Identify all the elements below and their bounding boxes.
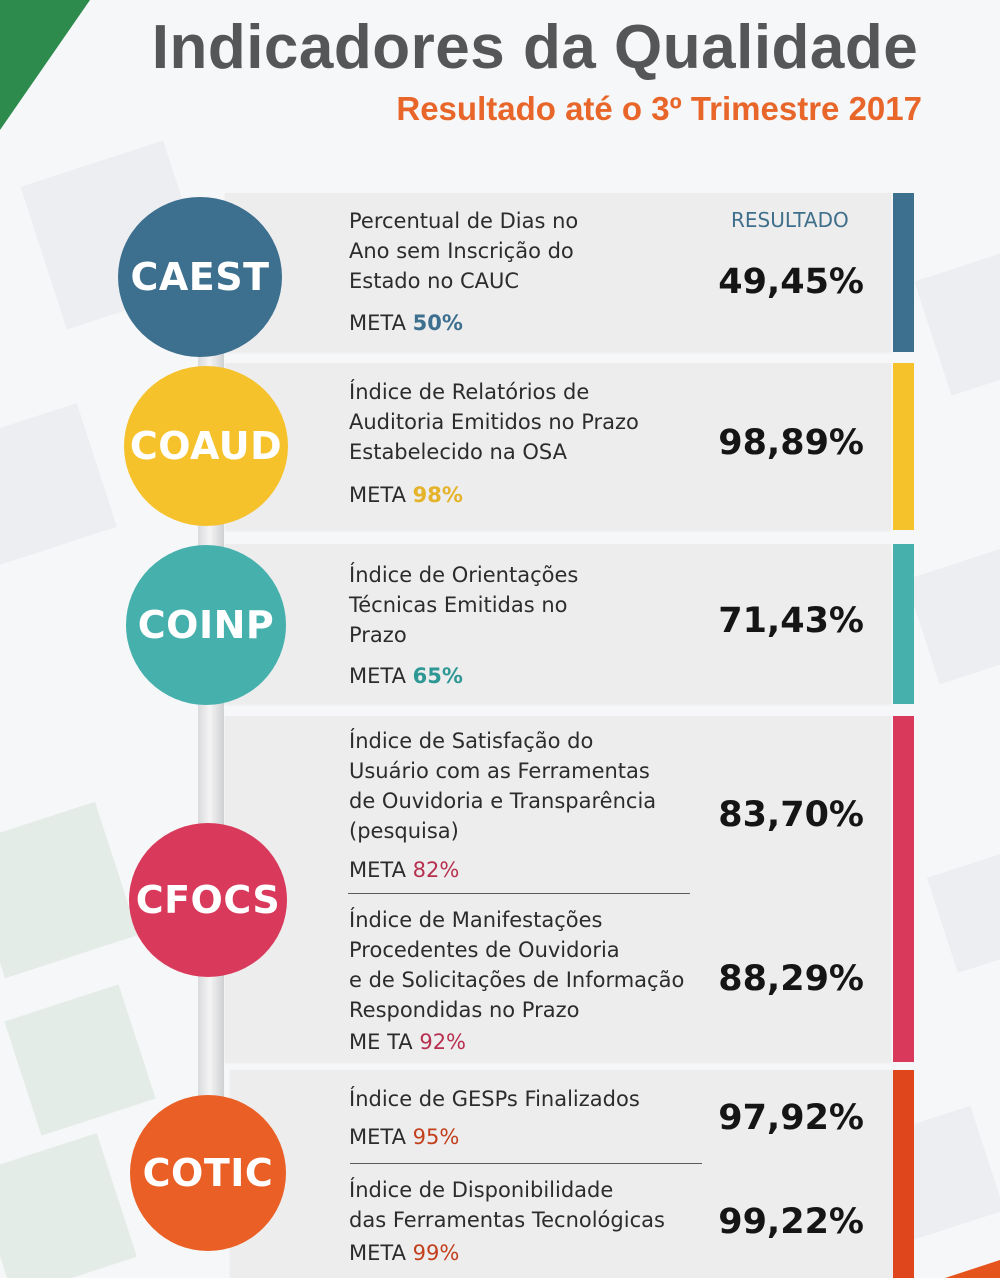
meta-value: 92% [419,1030,467,1054]
indicator-result: 98,89% [718,423,864,463]
indicator-meta: META 82% [349,858,459,882]
color-bar-caest [893,193,914,352]
color-bar-coinp [893,544,914,704]
indicator-divider [348,893,690,894]
indicator-name: Índice de Relatórios de Auditoria Emitid… [349,380,639,464]
indicator-meta: META 50% [349,311,463,335]
result-header: RESULTADO [731,208,849,232]
indicator-result: 71,43% [718,601,864,641]
unit-badge-cfocs: CFOCS [129,823,287,977]
meta-value: 95% [412,1125,460,1149]
bg-tile [0,1133,137,1278]
bg-tile [0,801,139,979]
bg-tile [0,403,117,567]
meta-label: META [349,858,406,882]
indicator-name: Índice de Orientações Técnicas Emitidas … [349,563,579,647]
card-cotic [230,1070,896,1278]
unit-badge-cotic: COTIC [130,1095,286,1251]
meta-label: META [349,664,406,688]
indicator-meta: META 95% [349,1125,459,1149]
page-title: Indicadores da Qualidade [151,13,919,82]
indicator-name: Índice de Disponibilidade das Ferramenta… [349,1178,665,1232]
meta-value: 50% [412,311,463,335]
indicator-meta: META 98% [349,483,463,507]
card-coaud [225,363,891,530]
indicator-result: 88,29% [718,959,864,999]
meta-label: META [349,1241,406,1265]
indicator-name: Índice de Satisfação do Usuário com as F… [349,729,657,843]
bg-tile [905,545,1000,685]
corner-accent [0,0,90,130]
bg-tile [926,846,1000,974]
meta-value: 65% [412,664,463,688]
meta-label: META [349,1125,406,1149]
indicator-meta: ME TA 92% [349,1030,466,1054]
indicator-result: 99,22% [718,1202,864,1242]
color-bar-cfocs [893,716,914,1062]
indicator-result: 49,45% [718,262,864,302]
meta-label: META [349,311,406,335]
meta-label: META [349,483,406,507]
corner-accent [945,1260,1000,1278]
indicator-result: 83,70% [718,795,864,835]
unit-badge-caest: CAEST [118,197,282,357]
unit-badge-coaud: COAUD [124,366,288,526]
indicator-divider [350,1163,702,1164]
unit-badge-coinp: COINP [126,545,286,705]
indicator-name: Percentual de Dias no Ano sem Inscrição … [349,209,579,293]
indicator-result: 97,92% [718,1098,864,1138]
card-cfocs [225,716,891,1062]
color-bar-cotic [893,1070,914,1278]
meta-value: 99% [412,1241,460,1265]
indicator-name: Índice de Manifestações Procedentes de O… [349,908,685,1022]
card-caest [225,193,891,352]
meta-value: 82% [412,858,460,882]
meta-label: ME TA [349,1030,413,1054]
indicator-name: Índice de GESPs Finalizados [349,1087,640,1111]
card-coinp [225,544,891,704]
bg-tile [4,984,156,1136]
bg-tile [914,244,1000,396]
indicator-meta: META 65% [349,664,463,688]
page-subtitle: Resultado até o 3º Trimestre 2017 [396,90,922,127]
indicator-meta: META 99% [349,1241,459,1265]
color-bar-coaud [893,363,914,530]
meta-value: 98% [412,483,463,507]
